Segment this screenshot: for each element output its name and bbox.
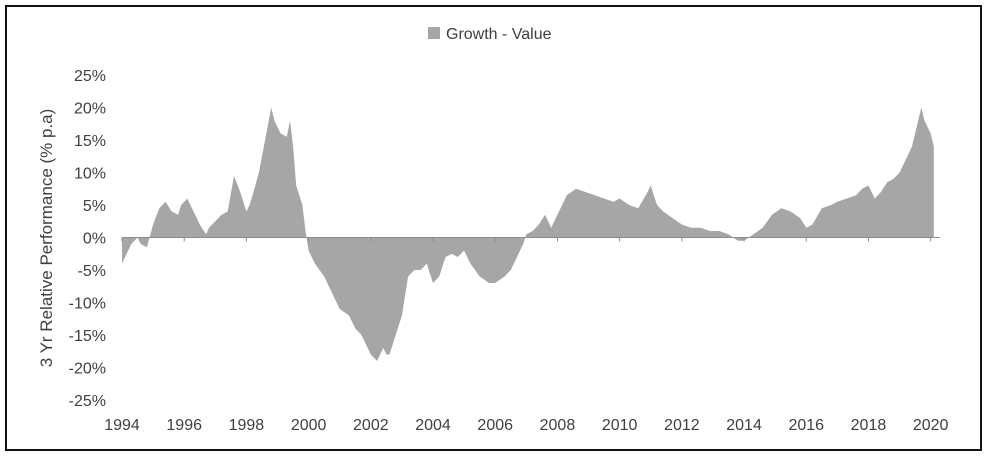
- y-tick-label: 10%: [74, 166, 106, 183]
- y-tick-label: -20%: [69, 361, 106, 378]
- y-tick-label: -10%: [69, 296, 106, 313]
- x-tick-label: 1998: [229, 417, 265, 434]
- area-series-growth-value: [122, 107, 934, 361]
- x-tick-label: 2006: [477, 417, 513, 434]
- x-tick-label: 2014: [726, 417, 762, 434]
- legend-swatch: [428, 27, 440, 39]
- y-tick-label: 15%: [74, 133, 106, 150]
- y-tick-label: -15%: [69, 328, 106, 345]
- x-tick-label: 2004: [415, 417, 451, 434]
- x-axis-ticks: 1994 1996 1998 2000 2002 2004 2006 2008 2010 2012…: [104, 237, 949, 434]
- plot-area: [122, 107, 940, 361]
- y-tick-label: 0%: [83, 231, 106, 248]
- x-tick-label: 2008: [540, 417, 576, 434]
- y-tick-label: 5%: [83, 198, 106, 215]
- y-tick-label: -5%: [78, 263, 106, 280]
- legend-label: Growth - Value: [446, 26, 552, 43]
- y-axis-title: 3 Yr Relative Performance (% p.a): [37, 109, 56, 368]
- x-tick-label: 2002: [353, 417, 389, 434]
- x-tick-label: 2000: [291, 417, 327, 434]
- x-tick-label: 2018: [851, 417, 887, 434]
- x-tick-label: 2010: [602, 417, 638, 434]
- y-axis-ticks: 25% 20% 15% 10% 5% 0% -5% -10% -15% -20% -25%: [69, 68, 106, 410]
- y-tick-label: 20%: [74, 101, 106, 118]
- x-tick-label: 1994: [104, 417, 140, 434]
- x-tick-label: 2016: [788, 417, 824, 434]
- x-tick-label: 1996: [166, 417, 202, 434]
- y-tick-label: -25%: [69, 393, 106, 410]
- y-tick-label: 25%: [74, 68, 106, 85]
- legend: Growth - Value: [428, 26, 552, 43]
- x-tick-label: 2012: [664, 417, 700, 434]
- x-tick-label: 2020: [913, 417, 949, 434]
